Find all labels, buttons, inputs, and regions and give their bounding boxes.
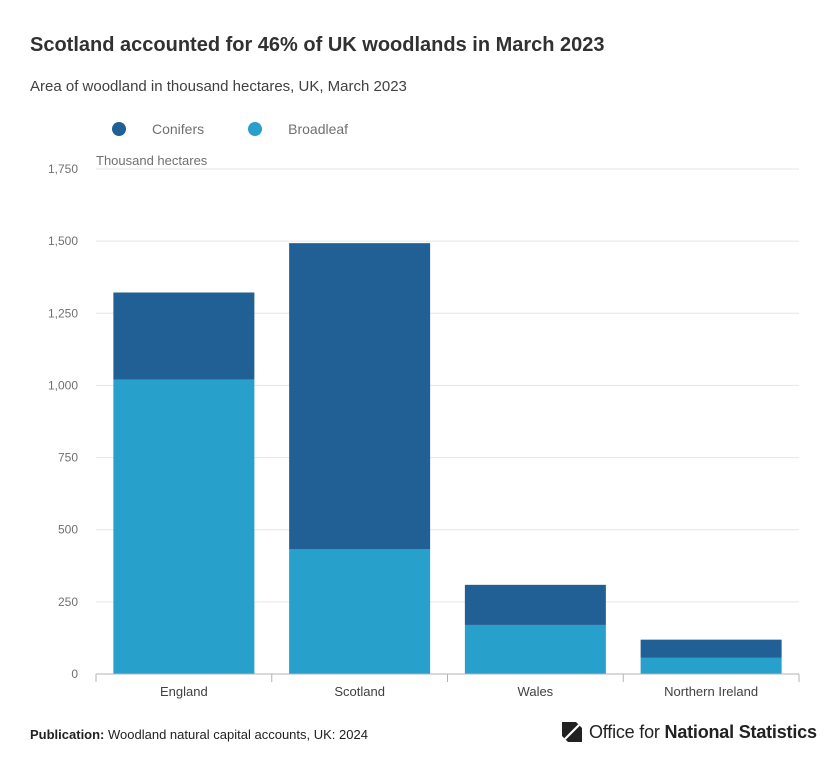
- ons-logo[interactable]: Office for National Statistics: [561, 721, 817, 743]
- x-tick-label: England: [160, 684, 208, 699]
- x-tick-label: Scotland: [334, 684, 385, 699]
- y-tick-label: 1,750: [48, 162, 78, 176]
- legend-label-broadleaf: Broadleaf: [288, 121, 349, 137]
- bar-broadleaf-northern-ireland[interactable]: [640, 657, 782, 674]
- x-tick-label: Northern Ireland: [664, 684, 758, 699]
- legend-item-broadleaf[interactable]: Broadleaf: [248, 121, 348, 137]
- x-tick-label: Wales: [518, 684, 554, 699]
- legend-item-conifers[interactable]: Conifers: [112, 121, 204, 137]
- bar-broadleaf-england[interactable]: [113, 379, 255, 674]
- bar-conifers-northern-ireland[interactable]: [640, 639, 782, 658]
- bar-broadleaf-scotland[interactable]: [289, 549, 431, 674]
- bar-conifers-wales[interactable]: [464, 584, 606, 625]
- legend-swatch-broadleaf: [248, 122, 263, 136]
- ons-logo-icon: [562, 722, 582, 742]
- bar-conifers-england[interactable]: [113, 292, 255, 380]
- y-tick-label: 1,250: [48, 306, 78, 320]
- bar-conifers-scotland[interactable]: [289, 243, 431, 550]
- y-tick-label: 1,500: [48, 234, 78, 248]
- bar-broadleaf-wales[interactable]: [464, 624, 606, 674]
- publication-text: Woodland natural capital accounts, UK: 2…: [108, 727, 368, 742]
- y-tick-label: 750: [58, 451, 78, 465]
- y-axis-unit-label: Thousand hectares: [96, 153, 208, 168]
- logo-text-bold: National Statistics: [664, 721, 817, 742]
- legend: Conifers Broadleaf: [112, 121, 348, 137]
- chart-title: Scotland accounted for 46% of UK woodlan…: [30, 34, 605, 56]
- publication-label: Publication:: [30, 727, 105, 742]
- stacked-bar-chart: 0 250 500 750 1,000 1,250 1,500 1,750 England Sco…: [48, 162, 800, 699]
- chart-subtitle: Area of woodland in thousand hectares, U…: [30, 78, 407, 95]
- publication-note: Publication: Woodland natural capital ac…: [30, 727, 368, 742]
- legend-label-conifers: Conifers: [152, 121, 205, 137]
- y-tick-label: 1,000: [48, 378, 78, 392]
- legend-swatch-conifers: [112, 122, 126, 136]
- y-tick-label: 250: [58, 595, 78, 609]
- y-tick-label: 0: [71, 667, 78, 681]
- logo-text-light: Office for: [589, 721, 660, 742]
- y-tick-label: 500: [58, 523, 78, 537]
